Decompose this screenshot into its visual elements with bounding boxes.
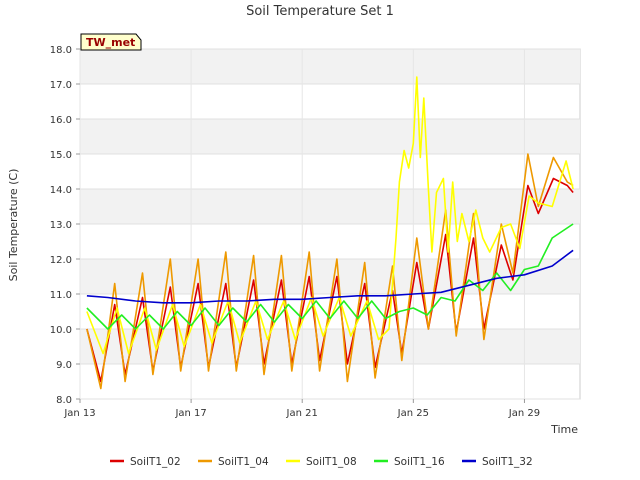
- plot-band: [80, 189, 580, 224]
- x-tick-label: Jan 21: [286, 408, 318, 419]
- y-tick-label: 18.0: [50, 45, 72, 56]
- y-tick-label: 17.0: [50, 80, 72, 91]
- legend-label: SoilT1_02: [130, 456, 181, 468]
- gridlines: [79, 48, 580, 400]
- series-lines: [86, 76, 574, 390]
- y-tick-label: 13.0: [50, 220, 72, 231]
- y-axis-ticks: 8.0 9.0 10.0 11.0 12.0 13.0 14.0 15.0 16.0 17.0 18…: [50, 45, 80, 406]
- x-axis-ticks: Jan 13 Jan 17 Jan 21 Jan 25 Jan 29: [63, 399, 540, 419]
- y-tick-label: 9.0: [56, 360, 72, 371]
- legend-label: SoilT1_16: [394, 456, 445, 468]
- badge-label: TW_met: [86, 36, 135, 49]
- plot-band: [80, 119, 580, 154]
- x-tick-label: Jan 25: [397, 408, 429, 419]
- series-line-soilt1-02: [86, 177, 574, 383]
- y-tick-label: 15.0: [50, 150, 72, 161]
- plot-band: [80, 49, 580, 84]
- series-line-soilt1-32: [86, 249, 574, 304]
- legend-label: SoilT1_08: [306, 456, 357, 468]
- y-tick-label: 10.0: [50, 325, 72, 336]
- series-line-soilt1-08: [86, 76, 574, 355]
- legend-label: SoilT1_04: [218, 456, 269, 468]
- series-line-soilt1-04: [86, 153, 574, 390]
- x-tick-label: Jan 17: [174, 408, 206, 419]
- legend-label: SoilT1_32: [482, 456, 533, 468]
- legend: SoilT1_02 SoilT1_04 SoilT1_08 SoilT1_16 Soil…: [110, 456, 533, 468]
- x-tick-label: Jan 29: [508, 408, 540, 419]
- y-tick-label: 12.0: [50, 255, 72, 266]
- badge-box: [80, 33, 142, 51]
- chart-title: Soil Temperature Set 1: [246, 4, 394, 19]
- y-tick-label: 16.0: [50, 115, 72, 126]
- series-line-soilt1-16: [86, 223, 574, 330]
- y-tick-label: 8.0: [56, 395, 72, 406]
- x-axis-label: Time: [550, 423, 578, 436]
- y-tick-label: 14.0: [50, 185, 72, 196]
- y-tick-label: 11.0: [50, 290, 72, 301]
- y-axis-label: Soil Temperature (C): [7, 169, 20, 282]
- plot-band: [80, 329, 580, 364]
- station-badge: TW_met: [80, 33, 142, 51]
- x-tick-label: Jan 13: [63, 408, 95, 419]
